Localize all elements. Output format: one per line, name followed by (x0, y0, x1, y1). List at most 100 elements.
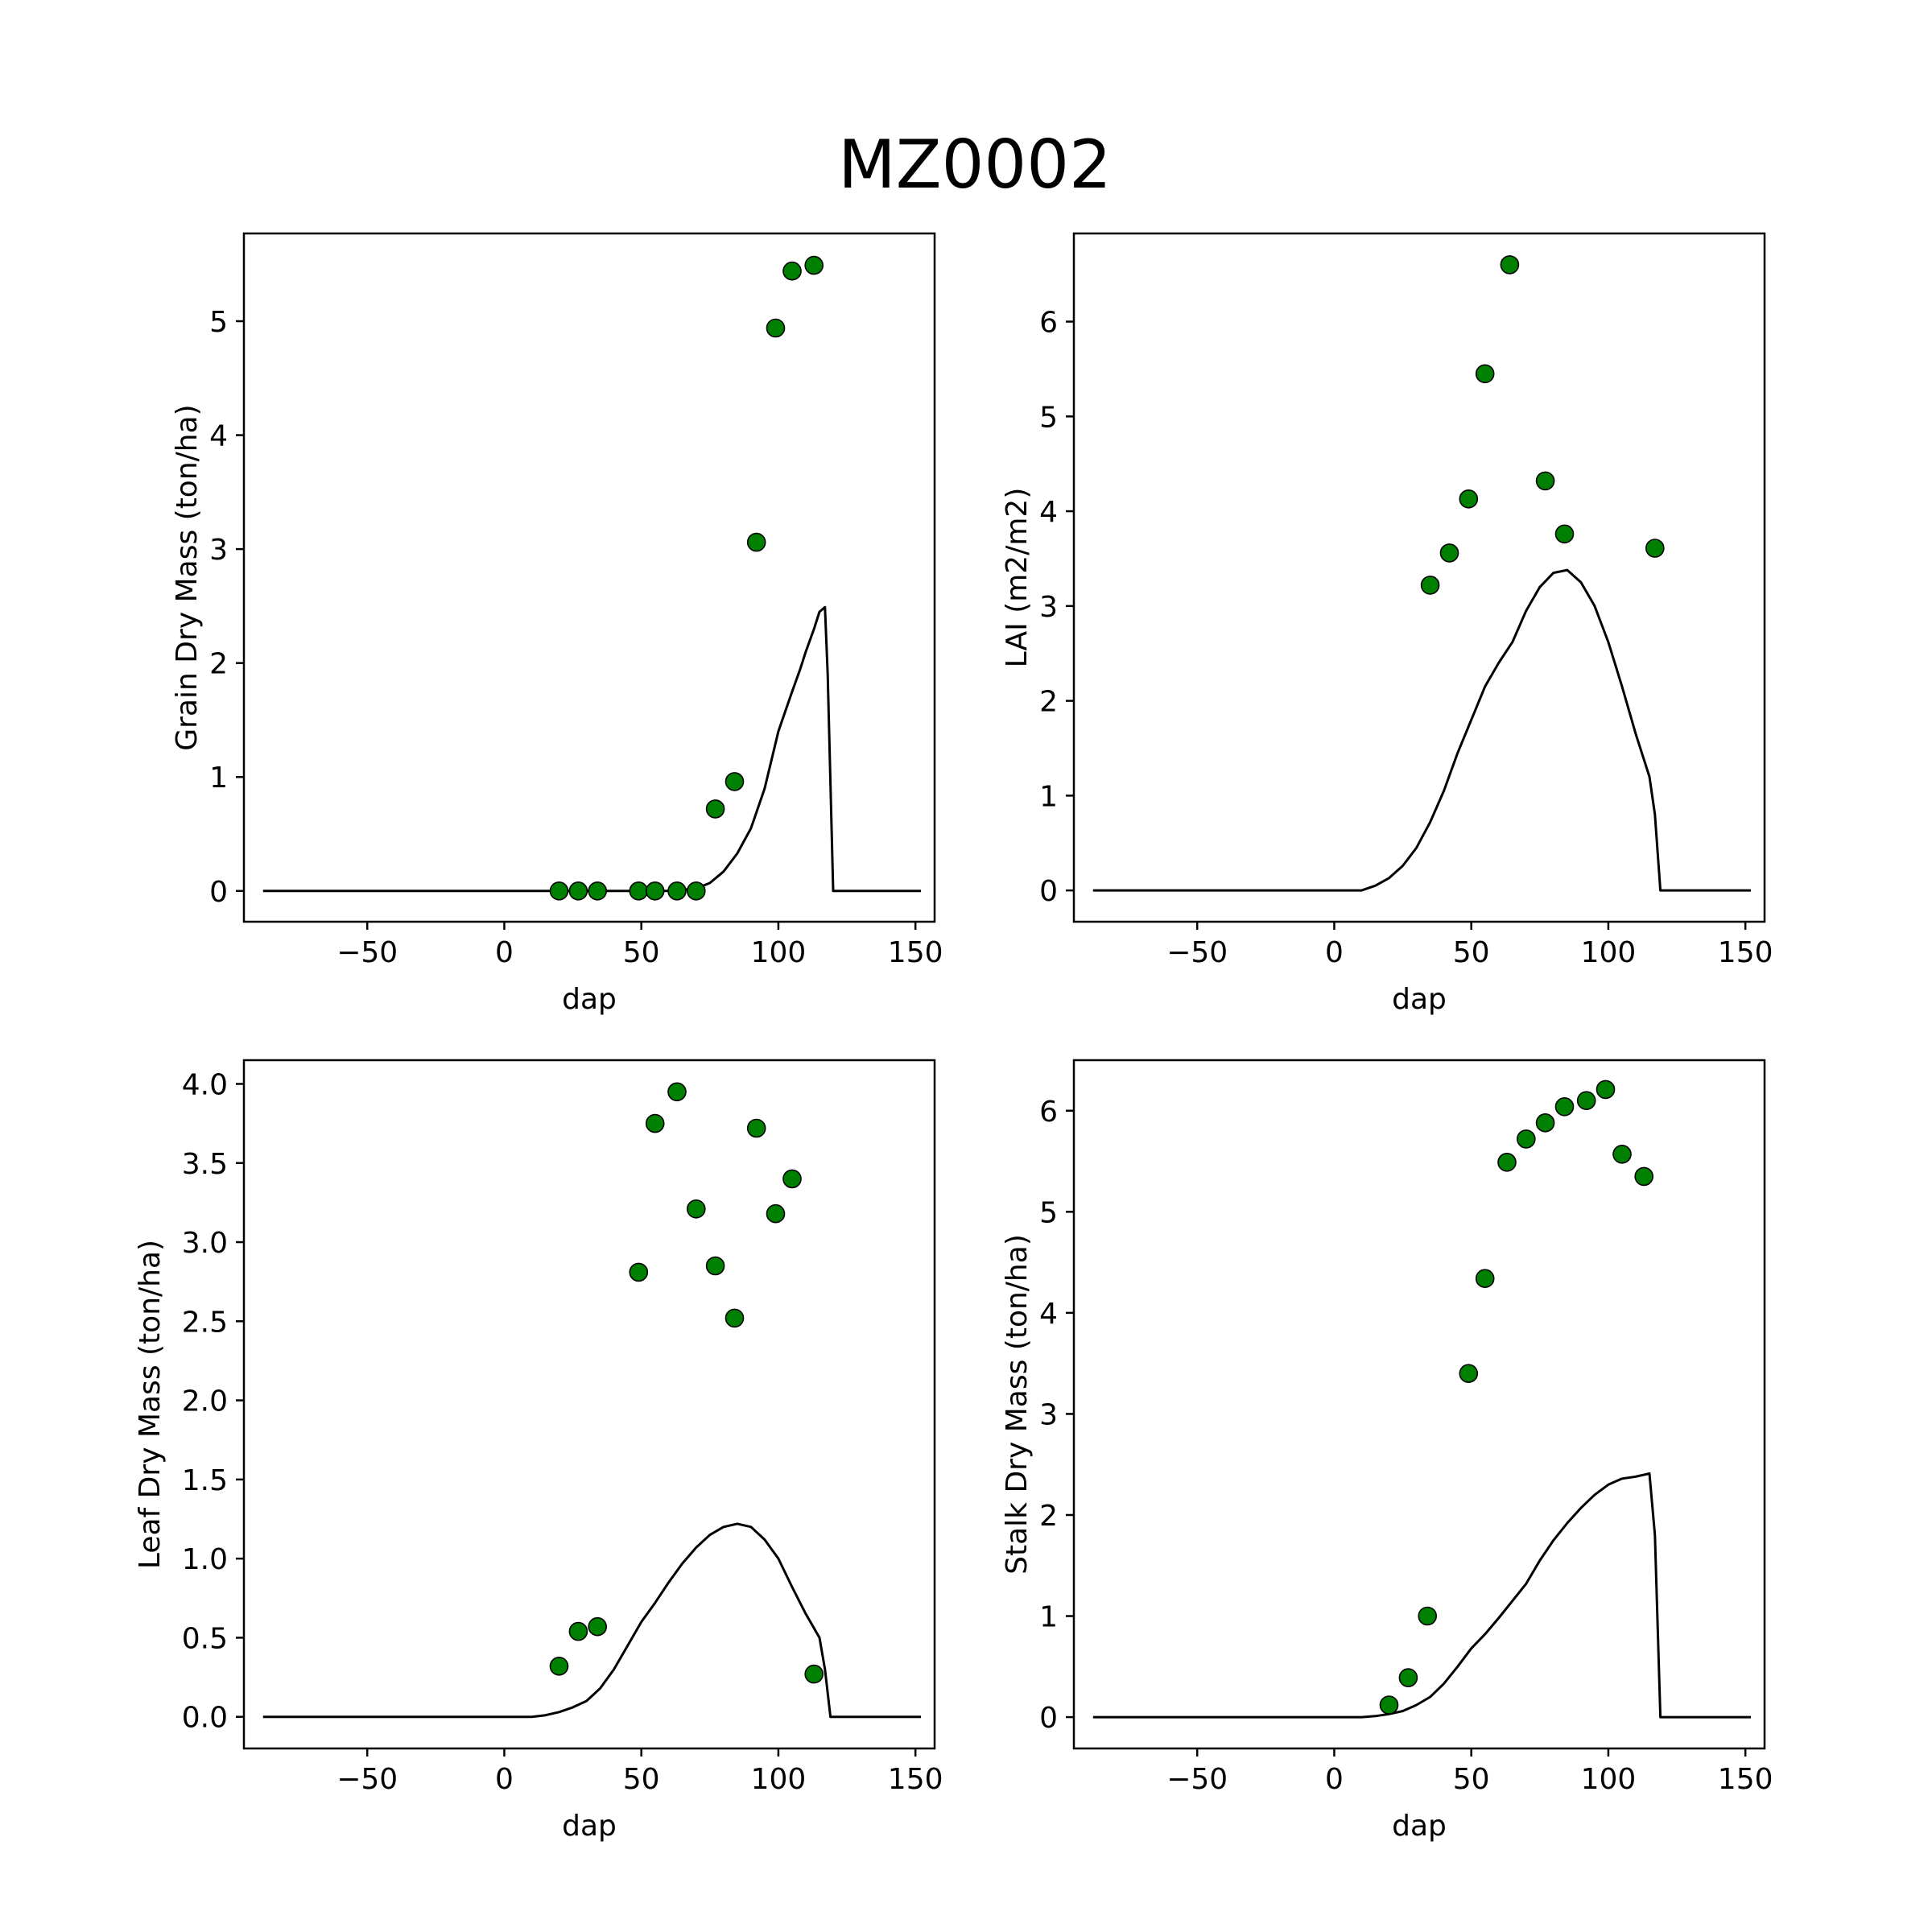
leaf-observed-point (588, 1616, 608, 1637)
stalk-observed-point (1379, 1695, 1399, 1715)
leaf-observed-point (629, 1262, 649, 1282)
grain-y-tick-label: 0 (209, 876, 228, 909)
lai-y-tick-label: 3 (1039, 591, 1058, 624)
stalk-observed-point (1634, 1166, 1653, 1187)
grain-x-tick-label: −50 (336, 936, 398, 969)
subplot-grain: −50 0 50 100 150 0 1 2 3 4 5 dap Grain Dry Mass (ton… (171, 232, 943, 1016)
lai-y-axis-label: LAI (m2/m2) (1001, 488, 1034, 668)
leaf-observed-point (705, 1256, 725, 1276)
grain-observed-point (667, 881, 687, 901)
lai-observed-point (1420, 576, 1440, 595)
grain-y-tick-label: 4 (209, 420, 228, 453)
leaf-axes-frame (242, 1059, 936, 1750)
lai-x-axis-label: dap (1392, 983, 1447, 1016)
leaf-observed-point (568, 1621, 588, 1641)
lai-x-tick-label: −50 (1166, 936, 1228, 969)
grain-x-tick-label: 0 (495, 936, 514, 969)
leaf-x-tick-label: 100 (751, 1763, 807, 1796)
leaf-observed-point (746, 1118, 766, 1138)
lai-y-tick-label: 1 (1039, 780, 1058, 813)
stalk-observed-point (1475, 1269, 1495, 1288)
lai-x-tick-label: 50 (1453, 936, 1490, 969)
stalk-y-tick-label: 6 (1039, 1096, 1058, 1129)
stalk-axes-frame (1072, 1059, 1766, 1750)
leaf-y-tick-label: 2.5 (182, 1306, 228, 1339)
leaf-simulated-line (262, 1522, 921, 1719)
stalk-x-tick-label: 50 (1453, 1763, 1490, 1796)
grain-observed-point (686, 881, 706, 901)
lai-y-tick-label: 0 (1039, 875, 1058, 908)
stalk-observed-point (1554, 1097, 1575, 1117)
subplot-stalk: −50 0 50 100 150 0 1 2 3 4 5 6 dap Stalk Dry Mass (to… (1001, 1059, 1773, 1843)
grain-observed-point (782, 261, 802, 281)
grain-observed-point (804, 255, 824, 275)
stalk-observed-point (1497, 1153, 1517, 1172)
grain-observed-point (629, 881, 649, 901)
leaf-observed-point (782, 1169, 802, 1189)
grain-observed-point (568, 881, 588, 901)
lai-x-tick-label: 100 (1581, 936, 1637, 969)
stalk-x-axis-label: dap (1392, 1810, 1447, 1843)
leaf-observed-point (766, 1203, 786, 1224)
leaf-y-tick-label: 2.0 (182, 1385, 228, 1418)
leaf-y-tick-label: 3.5 (182, 1148, 228, 1181)
lai-observed-point (1500, 255, 1520, 275)
grain-x-axis-label: dap (562, 983, 617, 1016)
stalk-observed-point (1612, 1145, 1632, 1164)
grain-x-tick-label: 150 (888, 936, 943, 969)
stalk-observed-point (1535, 1113, 1555, 1133)
lai-y-tick-label: 6 (1039, 307, 1058, 340)
stalk-y-tick-label: 0 (1039, 1702, 1058, 1735)
grain-y-tick-label: 5 (209, 306, 228, 339)
lai-axes-frame (1072, 232, 1766, 923)
stalk-x-tick-label: 100 (1581, 1763, 1637, 1796)
grain-x-tick-label: 50 (623, 936, 660, 969)
grain-observed-point (766, 318, 786, 338)
leaf-observed-point (686, 1199, 706, 1219)
leaf-x-tick-label: 150 (888, 1763, 943, 1796)
leaf-x-tick-label: −50 (336, 1763, 398, 1796)
lai-y-tick-label: 2 (1039, 686, 1058, 719)
grain-observed-point (645, 881, 665, 901)
figure-title: MZ0002 (838, 126, 1112, 204)
leaf-y-tick-label: 4.0 (182, 1068, 228, 1101)
stalk-y-tick-label: 4 (1039, 1298, 1058, 1331)
stalk-y-tick-label: 3 (1039, 1398, 1058, 1431)
lai-x-tick-label: 0 (1325, 936, 1344, 969)
stalk-y-axis-label: Stalk Dry Mass (ton/ha) (1001, 1234, 1034, 1575)
lai-observed-point (1535, 471, 1555, 491)
leaf-observed-point (549, 1657, 569, 1676)
stalk-observed-point (1418, 1606, 1437, 1626)
lai-observed-point (1459, 489, 1479, 509)
grain-observed-point (588, 881, 608, 901)
lai-x-tick-label: 150 (1718, 936, 1773, 969)
leaf-y-tick-label: 0.0 (182, 1702, 228, 1735)
stalk-observed-point (1576, 1091, 1596, 1110)
stalk-x-tick-label: 150 (1718, 1763, 1773, 1796)
stalk-observed-point (1459, 1364, 1479, 1383)
stalk-observed-point (1596, 1080, 1616, 1100)
grain-observed-point (705, 799, 725, 819)
stalk-observed-point (1398, 1668, 1418, 1687)
grain-axes-frame (242, 232, 936, 923)
stalk-x-tick-label: 0 (1325, 1763, 1344, 1796)
lai-y-tick-label: 4 (1039, 496, 1058, 529)
lai-observed-point (1554, 524, 1575, 544)
subplot-lai: −50 0 50 100 150 0 1 2 3 4 5 6 dap LAI (m2/m2) (1001, 232, 1773, 1016)
leaf-y-tick-label: 1.5 (182, 1464, 228, 1497)
lai-observed-point (1439, 543, 1459, 563)
stalk-simulated-line (1092, 1472, 1751, 1719)
leaf-observed-point (667, 1082, 687, 1102)
grain-y-tick-label: 3 (209, 534, 228, 567)
leaf-x-tick-label: 0 (495, 1763, 514, 1796)
grain-y-tick-label: 2 (209, 648, 228, 681)
grain-observed-point (549, 881, 569, 901)
grain-simulated-line (262, 605, 921, 893)
lai-observed-point (1475, 364, 1495, 384)
leaf-y-axis-label: Leaf Dry Mass (ton/ha) (134, 1240, 167, 1569)
grain-observed-point (724, 772, 745, 791)
stalk-y-tick-label: 1 (1039, 1601, 1058, 1634)
leaf-observed-point (804, 1664, 824, 1684)
grain-y-axis-label: Grain Dry Mass (ton/ha) (171, 404, 204, 750)
